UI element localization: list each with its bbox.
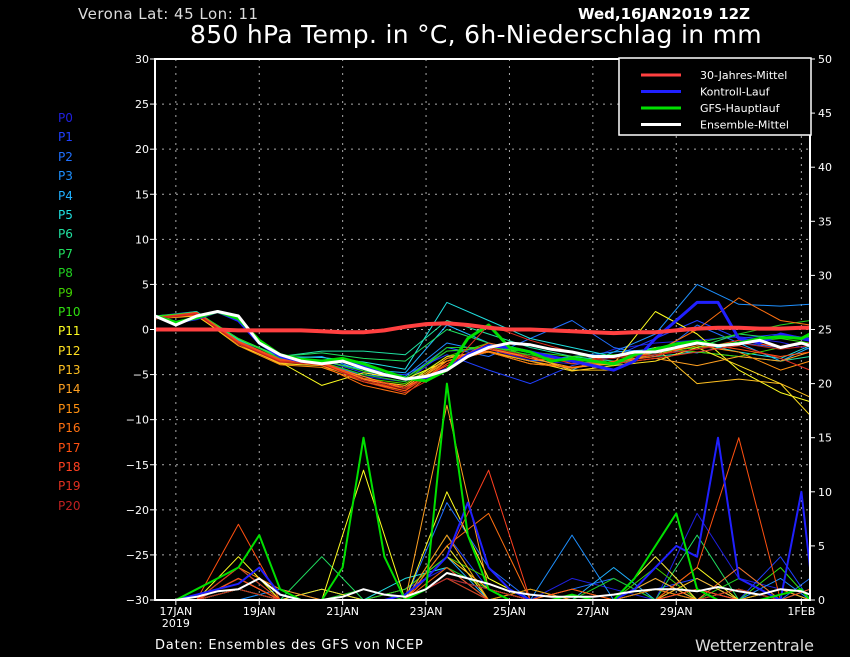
y-tick-label-left: 5	[142, 278, 149, 291]
y-tick-label-right: 50	[818, 53, 832, 66]
legend-label-30-jahres-mittel: 30-Jahres-Mittel	[700, 69, 787, 82]
y-tick-label-left: 20	[135, 143, 149, 156]
y-tick-label-left: −15	[126, 459, 149, 472]
member-label-p13: P13	[58, 363, 81, 378]
member-label-p0: P0	[58, 111, 73, 125]
y-tick-label-left: 25	[135, 98, 149, 111]
y-tick-label-left: 15	[135, 188, 149, 201]
member-label-p3: P3	[58, 169, 73, 184]
x-tick-label: 17JAN	[159, 605, 192, 618]
temp-line-ensemble-mittel	[154, 310, 811, 381]
x-tick-label: 23JAN	[410, 605, 443, 618]
legend: 30-Jahres-Mittel Kontroll-Lauf GFS-Hauptla…	[618, 57, 812, 136]
y-tick-label-right: 45	[818, 107, 832, 120]
member-label-p20: P20	[58, 498, 81, 513]
member-label-p7: P7	[58, 246, 73, 261]
member-label-p1: P1	[58, 130, 73, 145]
precip-line-gfs-hauptlauf	[155, 382, 811, 601]
plot-frame	[154, 58, 811, 601]
x-tick-label: 1FEB	[787, 605, 815, 618]
y-tick-label-left: −25	[126, 549, 149, 562]
temp-line-30-jahres-mittel	[155, 321, 810, 336]
y-tick-label-right: 0	[818, 594, 825, 607]
member-label-p8: P8	[58, 266, 73, 281]
y-tick-label-right: 40	[818, 161, 832, 174]
member-label-p17: P17	[58, 440, 81, 455]
precip-line-p0	[155, 512, 811, 601]
precip-line-kontroll-lauf	[155, 436, 811, 601]
precip-line-p11	[155, 469, 810, 601]
member-label-p4: P4	[58, 188, 73, 203]
member-label-p16: P16	[58, 421, 81, 436]
precip-line-ensemble-mittel	[155, 572, 811, 601]
x-tick-year: 2019	[162, 617, 190, 630]
y-tick-label-left: 10	[135, 233, 149, 246]
series-lines	[154, 283, 811, 601]
y-tick-label-left: −20	[126, 504, 149, 517]
y-tick-label-left: −5	[133, 369, 149, 382]
legend-label-kontroll-lauf: Kontroll-Lauf	[700, 86, 771, 99]
member-label-p11: P11	[58, 324, 81, 339]
x-tick-label: 27JAN	[576, 605, 609, 618]
precip-line-p18	[155, 469, 811, 601]
y-tick-label-left: −10	[126, 414, 149, 427]
member-label-p9: P9	[58, 285, 73, 300]
member-label-p14: P14	[58, 382, 81, 397]
member-label-p18: P18	[58, 460, 81, 475]
y-tick-label-right: 20	[818, 378, 832, 391]
member-label-p5: P5	[58, 207, 73, 222]
x-tick-label: 29JAN	[660, 605, 693, 618]
y-tick-label-left: 0	[142, 324, 149, 337]
y-tick-label-right: 25	[818, 324, 832, 337]
y-tick-label-right: 5	[818, 540, 825, 553]
member-label-p2: P2	[58, 149, 73, 164]
member-label-p12: P12	[58, 343, 81, 358]
chart-title: 850 hPa Temp. in °C, 6h-Niederschlag in …	[190, 20, 762, 49]
y-tick-label-right: 30	[818, 269, 832, 282]
legend-box	[618, 57, 812, 136]
run-date: Wed,16JAN2019 12Z	[578, 5, 750, 23]
y-tick-label-left: −30	[126, 594, 149, 607]
x-tick-label: 25JAN	[493, 605, 526, 618]
y-tick-label-right: 35	[818, 215, 832, 228]
precip-line-p16	[155, 512, 810, 601]
y-tick-label-right: 15	[818, 432, 832, 445]
legend-label-gfs-hauptlauf: GFS-Hauptlauf	[700, 102, 781, 115]
location-label: Verona Lat: 45 Lon: 11	[78, 5, 259, 23]
member-label-p6: P6	[58, 227, 73, 242]
x-tick-label: 19JAN	[243, 605, 276, 618]
data-source: Daten: Ensembles des GFS von NCEP	[155, 638, 424, 653]
axes: 302520151050−5−10−15−20−25−3050454035302…	[126, 53, 832, 630]
member-label-p10: P10	[58, 304, 81, 319]
x-tick-label: 21JAN	[326, 605, 359, 618]
legend-label-ensemble-mittel: Ensemble-Mittel	[700, 119, 789, 132]
member-label-p15: P15	[58, 401, 81, 416]
y-tick-label-right: 10	[818, 486, 832, 499]
member-label-p19: P19	[58, 479, 81, 494]
member-list: P0 P1 P2 P3 P4 P5 P6 P7 P8 P9 P10 P11 P12 P13 P14 P15 P1…	[58, 109, 81, 516]
brand-label: Wetterzentrale	[695, 636, 815, 655]
temp-line-p15	[154, 312, 811, 392]
y-tick-label-left: 30	[135, 53, 149, 66]
